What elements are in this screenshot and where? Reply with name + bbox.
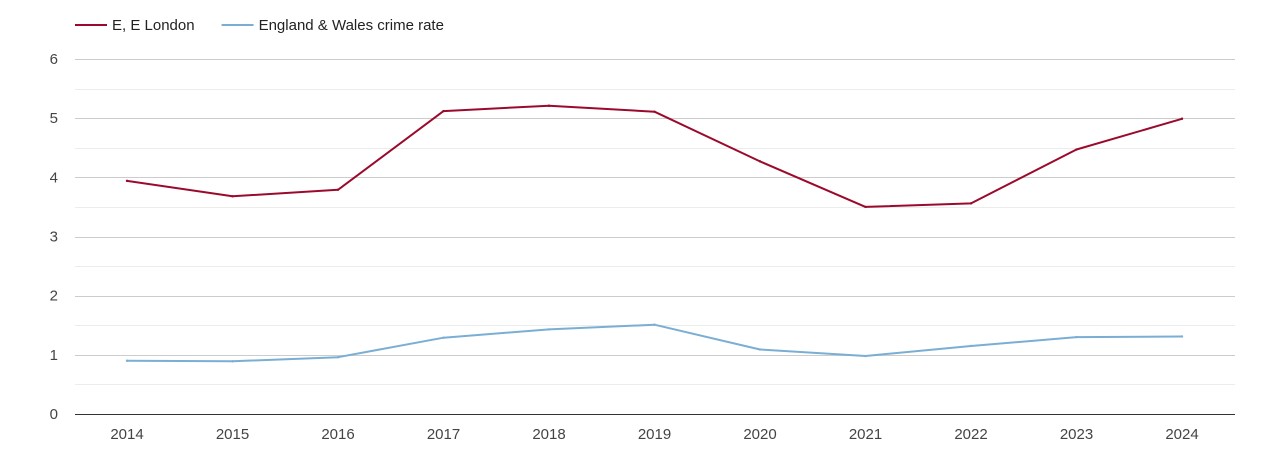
data-point [442, 336, 445, 339]
y-tick-label: 4 [50, 169, 58, 186]
data-point [969, 344, 973, 348]
data-point [231, 360, 234, 363]
y-tick-label: 0 [50, 406, 58, 423]
legend: E, E London England & Wales crime rate [75, 17, 444, 34]
x-tick-label: 2022 [954, 426, 987, 443]
legend-label: England & Wales crime rate [259, 17, 444, 34]
x-tick-label: 2020 [743, 426, 776, 443]
data-point [864, 354, 867, 358]
series-line-1 [126, 104, 1183, 208]
data-point [653, 323, 656, 326]
data-point [1075, 148, 1078, 151]
x-tick-label: 2017 [427, 426, 460, 443]
y-tick-label: 5 [50, 110, 58, 127]
x-tick-label: 2015 [216, 426, 249, 443]
x-tick-label: 2024 [1165, 426, 1198, 443]
y-tick-label: 6 [50, 51, 58, 68]
data-point [231, 195, 234, 198]
data-point [864, 205, 867, 209]
data-point [125, 359, 129, 362]
data-point [547, 104, 551, 107]
data-point [547, 328, 551, 331]
x-tick-label: 2014 [110, 426, 143, 443]
x-tick-label: 2021 [849, 426, 882, 443]
y-axis: 0 1 2 3 4 5 6 [50, 51, 58, 423]
y-tick-label: 1 [50, 347, 58, 364]
data-point [758, 160, 762, 163]
data-point [442, 109, 445, 113]
x-tick-label: 2019 [638, 426, 671, 443]
x-axis: 2014 2015 2016 2017 2018 2019 2020 2021 2022 2023… [75, 414, 1235, 443]
data-point [969, 202, 973, 205]
x-tick-label: 2023 [1060, 426, 1093, 443]
series-layer [125, 104, 1184, 363]
y-tick-label: 2 [50, 288, 58, 305]
legend-label: E, E London [112, 17, 195, 34]
data-point [758, 348, 762, 351]
grid [75, 59, 1235, 385]
y-tick-label: 3 [50, 229, 58, 246]
data-point [1180, 335, 1184, 338]
data-point [1180, 117, 1184, 120]
x-tick-label: 2018 [532, 426, 565, 443]
data-point [336, 188, 340, 191]
data-point [653, 110, 656, 113]
data-point [125, 179, 129, 183]
data-point [1075, 335, 1078, 339]
x-tick-label: 2016 [321, 426, 354, 443]
data-point [336, 356, 340, 359]
